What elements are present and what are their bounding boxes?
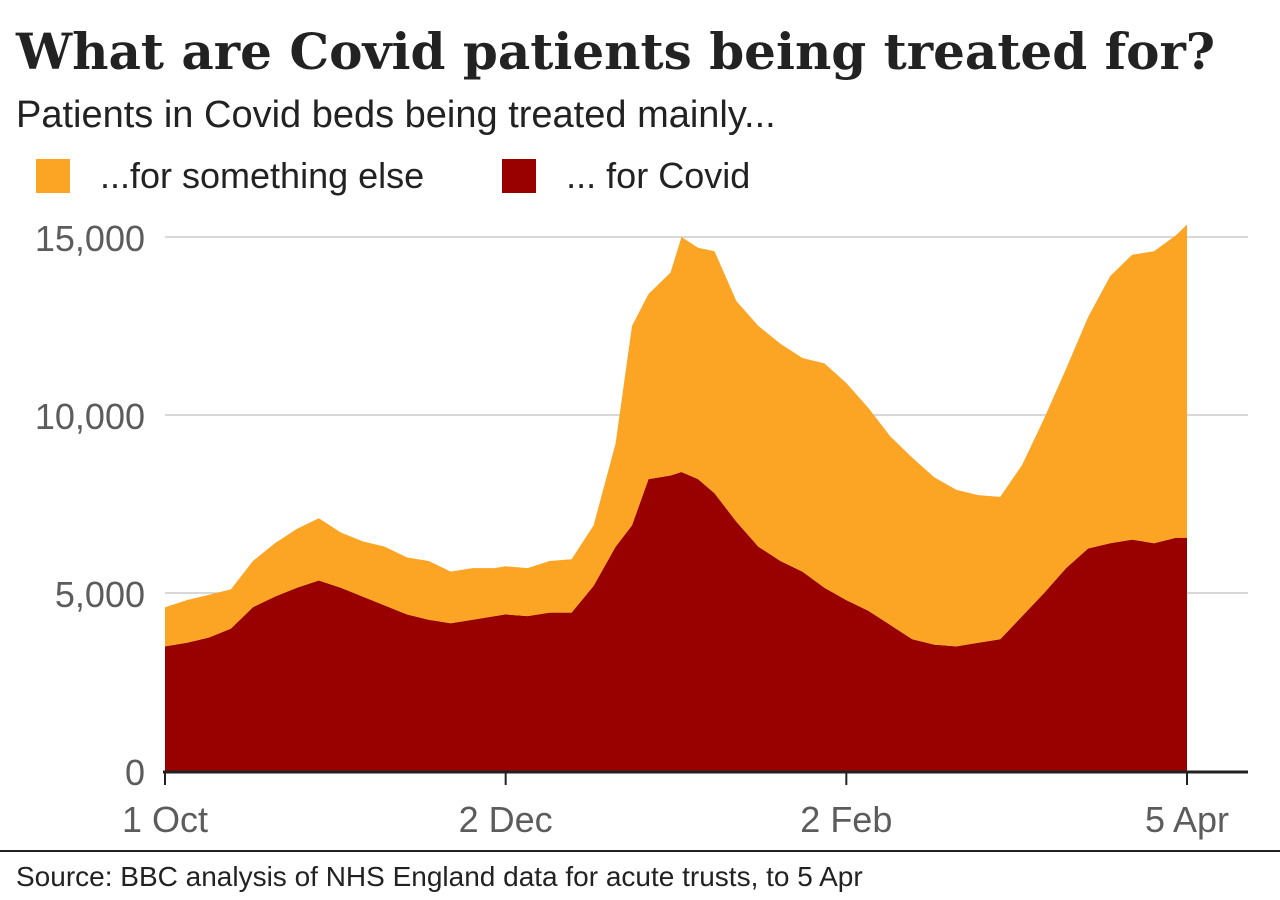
- y-tick-label: 15,000: [35, 218, 145, 259]
- chart-subtitle: Patients in Covid beds being treated mai…: [16, 94, 776, 136]
- legend-item-covid: ... for Covid: [502, 154, 750, 198]
- y-tick-label: 10,000: [35, 396, 145, 437]
- source-divider: [0, 850, 1280, 852]
- chart-title: What are Covid patients being treated fo…: [16, 22, 1216, 81]
- y-tick-label: 0: [125, 752, 145, 793]
- stacked-area-chart: 0 5,000 10,000 15,000 1 Oct 2 Dec 2 Feb 5 Apr: [35, 218, 1248, 840]
- area-for-covid: [165, 472, 1187, 771]
- area-for-something-else: [165, 224, 1187, 647]
- legend-swatch-something-else: [36, 159, 70, 193]
- source-note: Source: BBC analysis of NHS England data…: [16, 861, 863, 892]
- legend-swatch-covid: [502, 159, 537, 193]
- axes: 0 5,000 10,000 15,000 1 Oct 2 Dec 2 Feb 5 Apr: [35, 218, 1248, 840]
- y-tick-label: 5,000: [55, 574, 145, 615]
- legend-label-covid: ... for Covid: [566, 155, 751, 196]
- legend-label-something-else: ...for something else: [100, 155, 425, 196]
- area-series: [165, 224, 1187, 771]
- x-tick-label: 5 Apr: [1145, 799, 1229, 840]
- x-tick-label: 2 Dec: [459, 799, 553, 840]
- x-tick-label: 2 Feb: [800, 799, 892, 840]
- x-tick-label: 1 Oct: [122, 799, 208, 840]
- legend-item-something-else: ...for something else: [36, 154, 424, 198]
- legend: ...for something else ... for Covid: [36, 152, 828, 200]
